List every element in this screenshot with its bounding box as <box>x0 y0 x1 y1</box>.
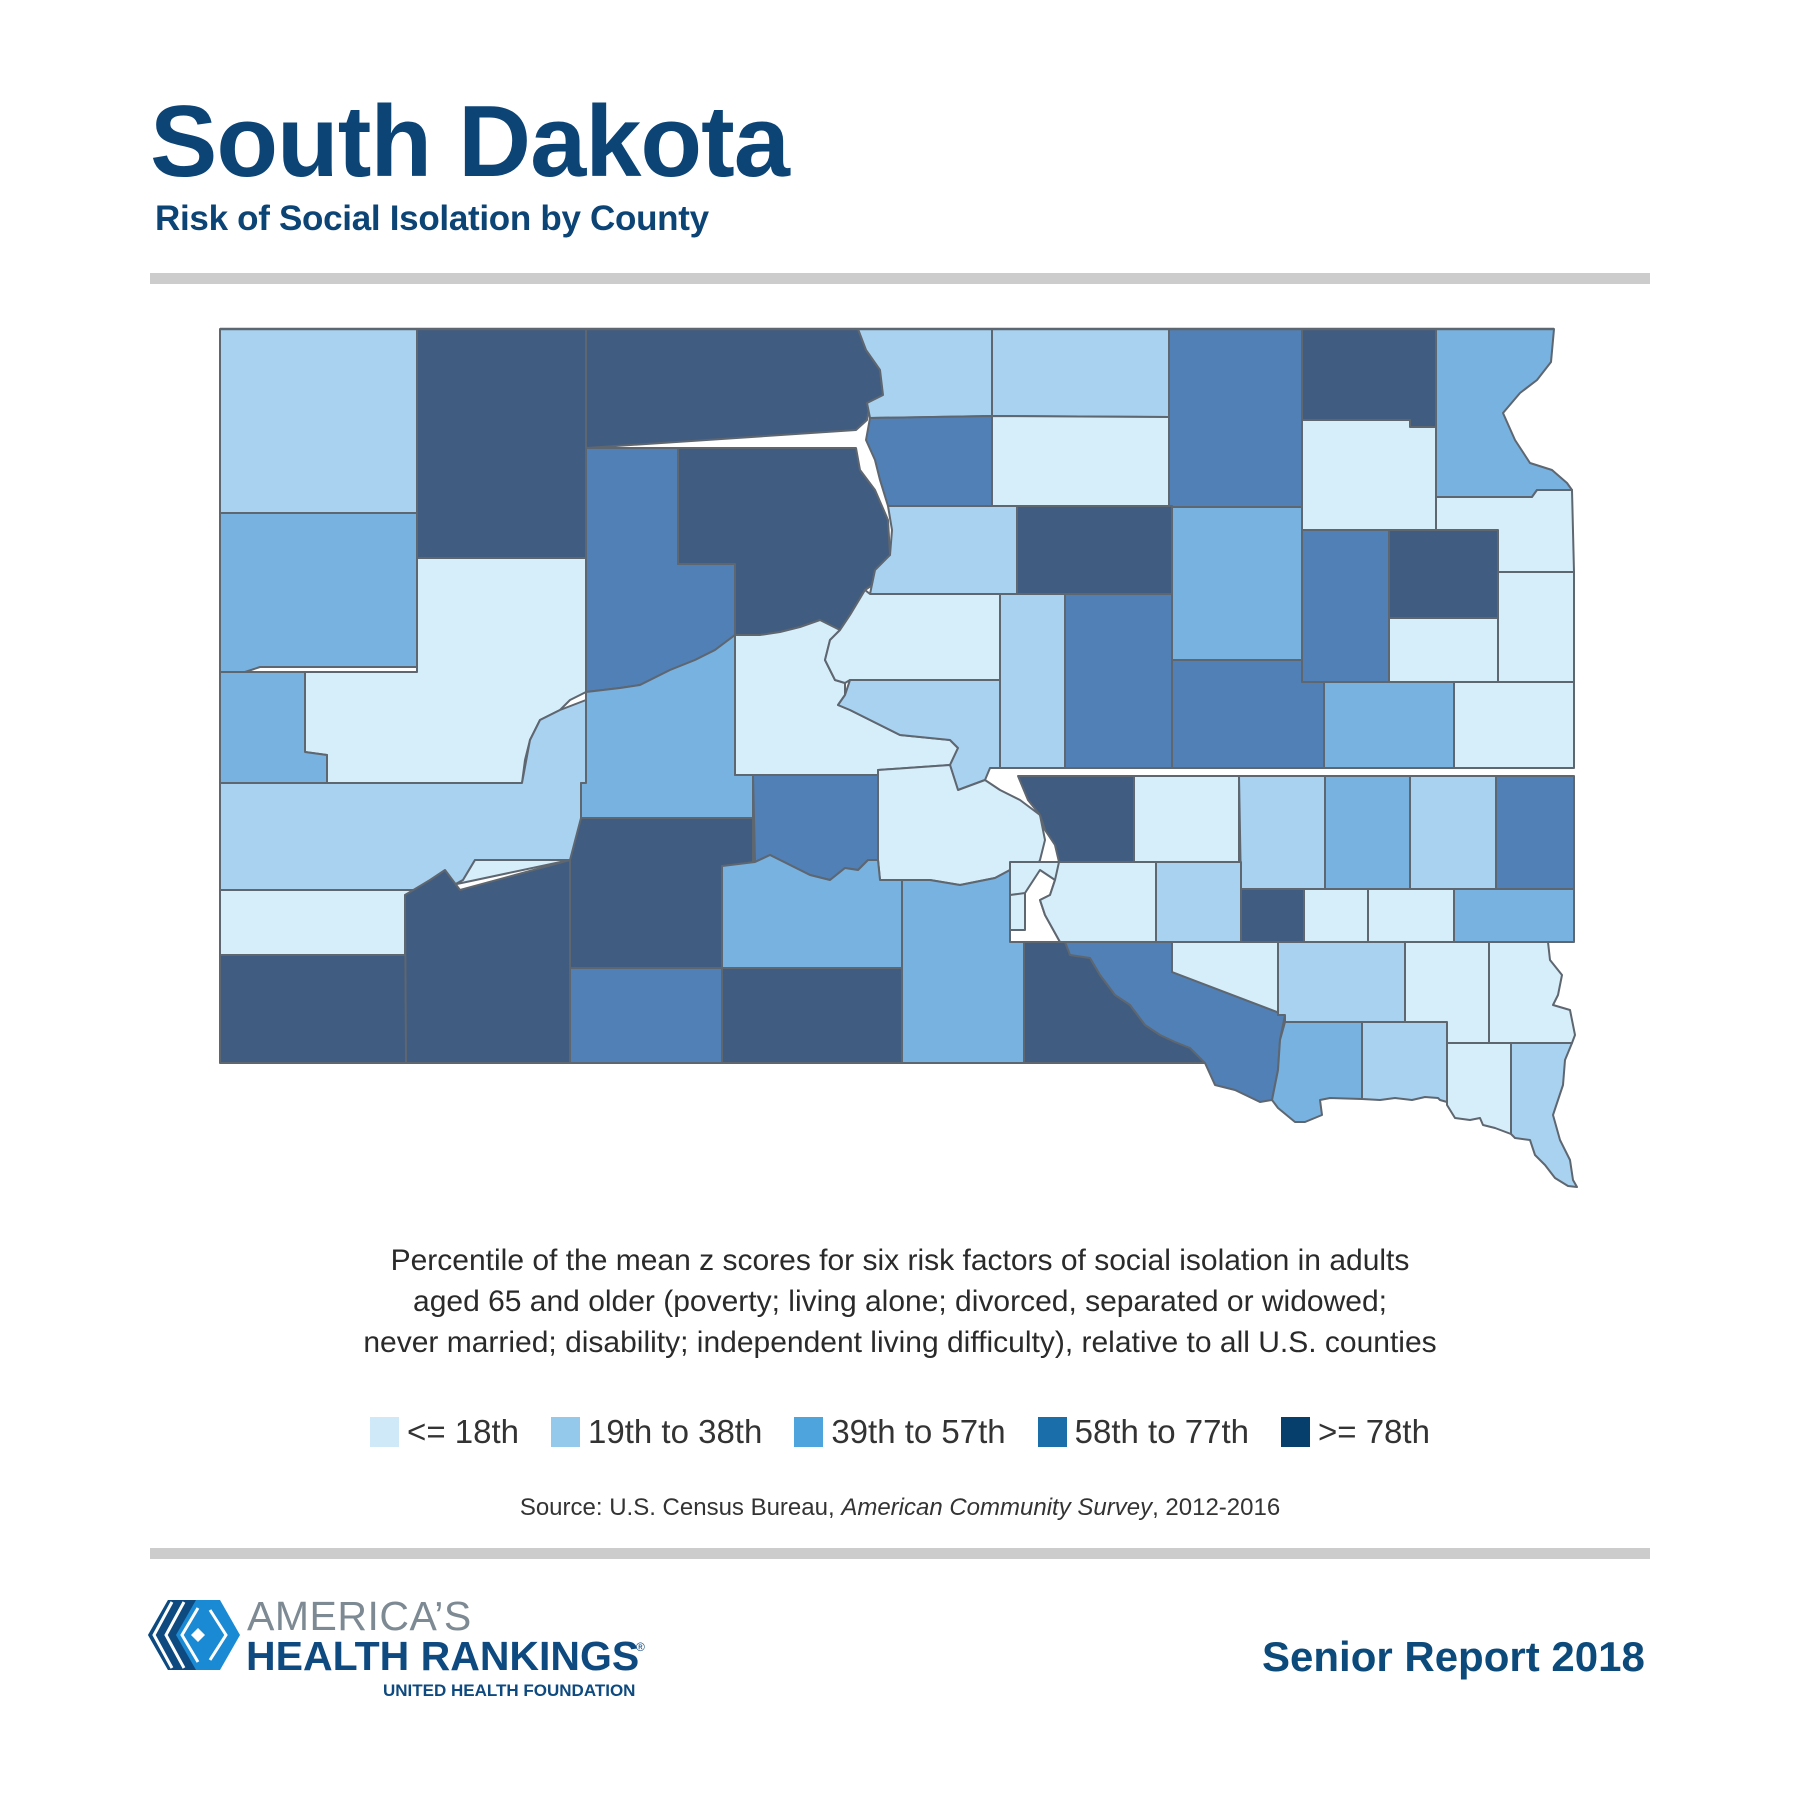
page-title: South Dakota <box>150 86 790 198</box>
legend-label: <= 18th <box>407 1413 519 1450</box>
county-hyde <box>999 593 1066 769</box>
county-mcpherson <box>991 328 1170 418</box>
county-oglala-lakota <box>404 859 571 1064</box>
legend-item-19-38th: 19th to 38th <box>551 1413 762 1451</box>
county-day <box>1301 419 1437 531</box>
county-lincoln <box>1488 941 1576 1044</box>
logo-text-americas: AMERICA’S <box>247 1593 472 1639</box>
caption-line-3: never married; disability; independent l… <box>363 1326 1437 1359</box>
county-potter <box>869 505 1018 595</box>
county-codington <box>1388 529 1499 619</box>
registered-mark: ® <box>636 1640 645 1654</box>
county-brown <box>1168 328 1303 508</box>
legend-swatch <box>370 1417 400 1447</box>
county-walworth <box>865 415 993 507</box>
county-hand <box>1064 593 1173 769</box>
logo-text-health-rankings: HEALTH RANKINGS <box>246 1633 640 1679</box>
county-yankton <box>1361 1021 1448 1103</box>
legend-label: 39th to 57th <box>831 1413 1006 1450</box>
county-edmunds <box>991 415 1170 508</box>
county-minnehaha <box>1453 888 1575 943</box>
county-hanson <box>1240 888 1305 943</box>
county-bennett <box>569 967 723 1064</box>
county-hutchinson <box>1277 941 1406 1023</box>
legend-label: 58th to 77th <box>1074 1413 1249 1450</box>
page-subtitle: Risk of Social Isolation by County <box>155 199 709 238</box>
county-miner <box>1324 775 1411 890</box>
bottom-divider <box>150 1548 1650 1559</box>
source-suffix: , 2012-2016 <box>1152 1494 1281 1521</box>
county-marshall <box>1301 328 1437 428</box>
source-prefix: Source: U.S. Census Bureau, <box>519 1494 842 1521</box>
county-fall-river <box>219 954 407 1064</box>
legend-item-le-18th: <= 18th <box>370 1413 519 1451</box>
county-aurora <box>1039 861 1157 943</box>
county-hamlin <box>1388 617 1499 683</box>
county-jerauld <box>1133 775 1240 863</box>
legend-swatch <box>1037 1417 1067 1447</box>
county-mccook <box>1303 888 1369 943</box>
county-hughes <box>837 679 1001 791</box>
county-spink <box>1171 506 1303 661</box>
legend-item-ge-78th: >= 78th <box>1280 1413 1430 1451</box>
county-brookings <box>1453 681 1575 769</box>
county-bon-homme <box>1271 1021 1363 1123</box>
county-corson <box>585 328 884 449</box>
county-sanborn <box>1238 775 1326 890</box>
county-clark <box>1301 529 1390 683</box>
legend-item-58-77th: 58th to 77th <box>1037 1413 1249 1451</box>
report-title: Senior Report 2018 <box>1262 1633 1645 1680</box>
top-divider <box>150 273 1650 284</box>
source-title: American Community Survey <box>841 1494 1153 1521</box>
source-note: Source: U.S. Census Bureau, American Com… <box>0 1494 1800 1522</box>
county-perkins <box>416 328 587 559</box>
county-faulk <box>1016 505 1173 595</box>
county-davison <box>1155 861 1242 943</box>
caption-line-1: Percentile of the mean z scores for six … <box>390 1244 1410 1277</box>
county-minnehaha-west <box>1367 888 1455 943</box>
county-todd <box>721 967 903 1064</box>
county-beadle <box>1171 659 1325 769</box>
county-moody <box>1495 775 1575 890</box>
county-tripp <box>901 869 1025 1064</box>
county-kingsbury <box>1323 681 1455 769</box>
map-caption: Percentile of the mean z scores for six … <box>200 1240 1600 1363</box>
legend-swatch <box>551 1417 580 1447</box>
logo-text-united-health-foundation: UNITED HEALTH FOUNDATION <box>383 1681 636 1700</box>
legend-item-39-57th: 39th to 57th <box>794 1413 1006 1451</box>
county-harding <box>219 328 418 514</box>
legend-label: 19th to 38th <box>588 1413 763 1450</box>
legend-swatch <box>1280 1417 1310 1447</box>
legend-swatch <box>794 1417 824 1447</box>
county-charles-mix <box>1064 941 1286 1103</box>
county-union <box>1510 1042 1578 1188</box>
legend-label: >= 78th <box>1317 1413 1430 1450</box>
caption-line-2: aged 65 and older (poverty; living alone… <box>413 1285 1387 1318</box>
county-lake <box>1409 775 1497 890</box>
ahr-logo-emblem-icon <box>148 1600 240 1670</box>
county-butte <box>219 512 418 673</box>
map-legend: <= 18th 19th to 38th 39th to 57th 58th t… <box>0 1413 1800 1451</box>
county-clay <box>1446 1042 1512 1135</box>
county-roberts <box>1435 328 1573 498</box>
county-deuel <box>1497 571 1575 683</box>
